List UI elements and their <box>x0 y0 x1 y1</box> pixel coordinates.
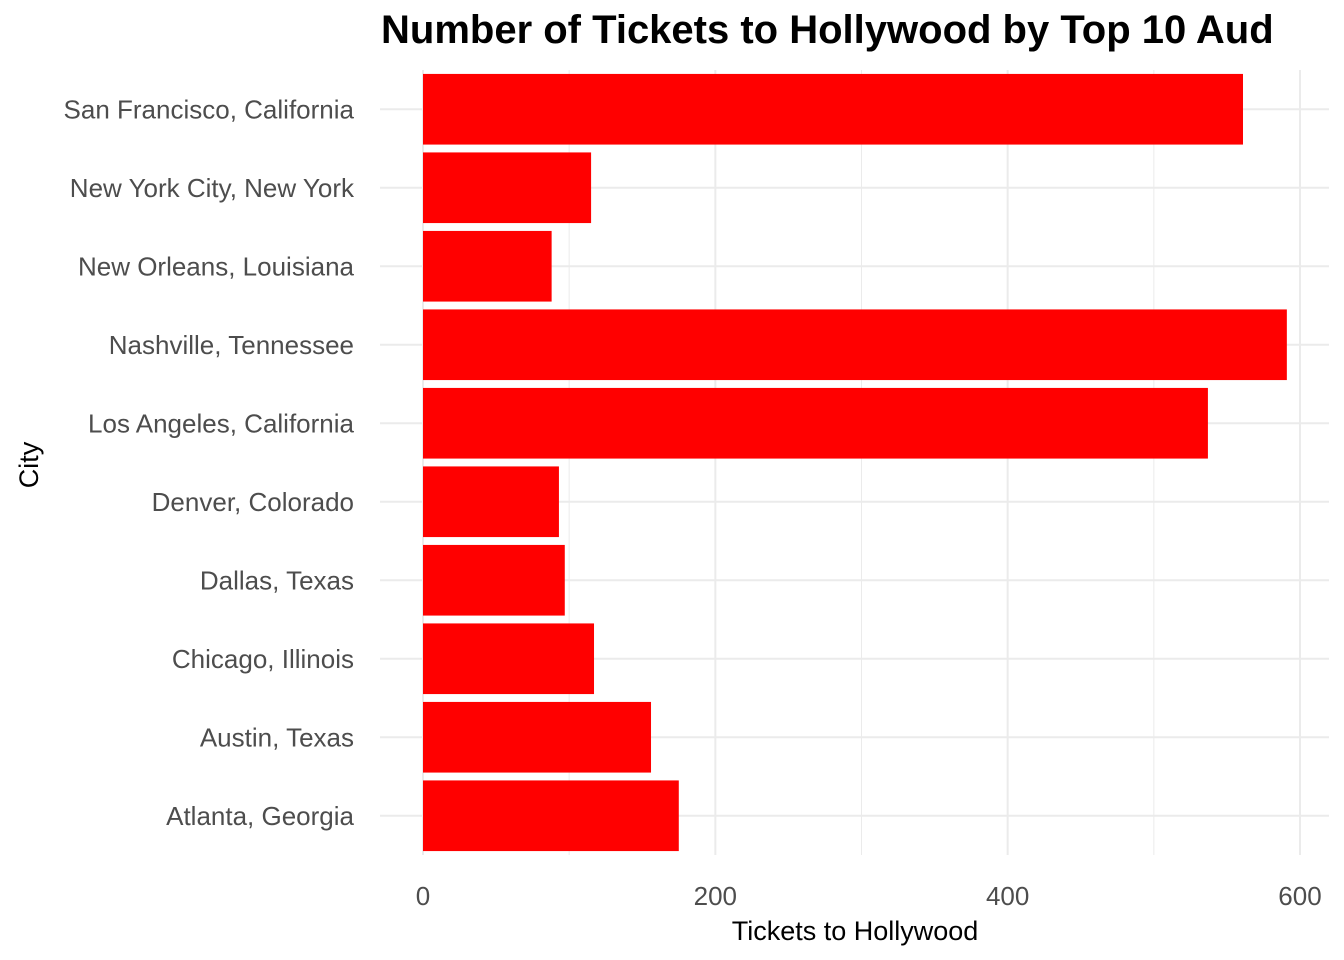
y-tick-label: Nashville, Tennessee <box>109 330 354 360</box>
y-tick-label: Los Angeles, California <box>88 408 354 438</box>
y-tick-label: Austin, Texas <box>200 722 354 752</box>
y-tick-label: Chicago, Illinois <box>172 644 354 674</box>
y-tick-label: Denver, Colorado <box>152 487 354 517</box>
y-tick-label: New Orleans, Louisiana <box>78 251 355 281</box>
x-tick-labels: 0 200 400 600 <box>416 881 1322 911</box>
x-tick-label: 0 <box>416 881 430 911</box>
y-tick-labels: Atlanta, Georgia Austin, Texas Chicago, Il… <box>64 94 355 831</box>
x-tick-label: 200 <box>694 881 737 911</box>
x-tick-label: 600 <box>1278 881 1321 911</box>
bar <box>423 152 592 224</box>
chart-title: Number of Tickets to Hollywood by Top 10… <box>381 8 1274 52</box>
bar <box>423 387 1208 459</box>
bar <box>423 230 552 302</box>
y-tick-label: New York City, New York <box>70 173 355 203</box>
bar <box>423 780 679 852</box>
x-axis-title: Tickets to Hollywood <box>732 916 979 946</box>
y-axis-title: City <box>14 441 44 488</box>
bar <box>423 309 1287 381</box>
y-tick-label: San Francisco, California <box>64 94 355 124</box>
bars <box>423 73 1287 852</box>
y-tick-label: Dallas, Texas <box>200 565 354 595</box>
bar <box>423 73 1243 145</box>
bar <box>423 623 595 695</box>
bar <box>423 544 565 616</box>
bar <box>423 701 652 773</box>
x-tick-label: 400 <box>986 881 1029 911</box>
y-tick-label: Atlanta, Georgia <box>166 801 354 831</box>
bar <box>423 466 559 538</box>
